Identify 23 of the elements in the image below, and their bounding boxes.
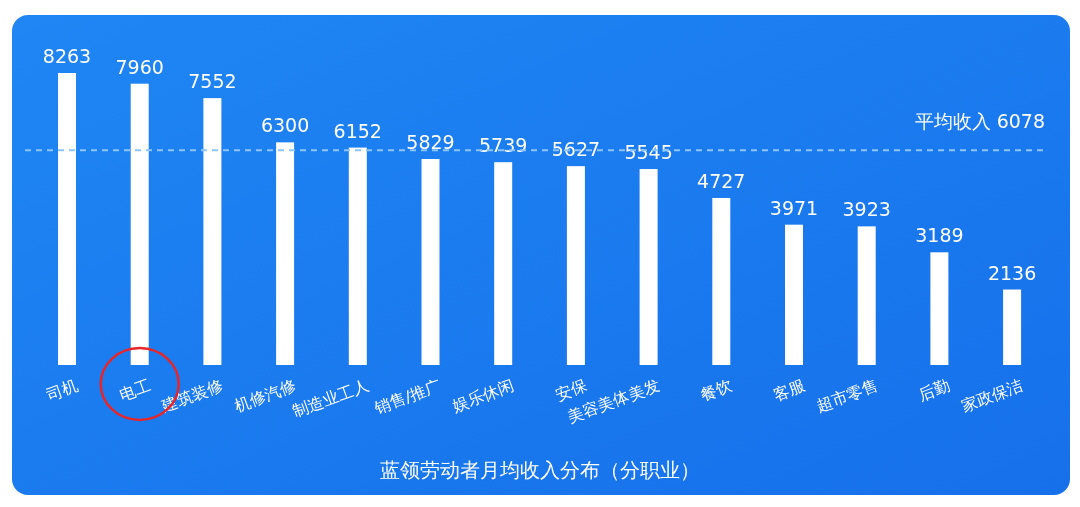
text: 蓝领劳动者月均收入分布（分职业） — [380, 458, 700, 482]
data-label: 7552 — [188, 70, 237, 93]
data-label: 7960 — [115, 55, 164, 78]
x-tick-label: 家政保洁 — [958, 375, 1026, 416]
x-tick-label: 娱乐休闲 — [449, 375, 517, 416]
ref-line-label: 平均收入 6078 — [914, 110, 1045, 133]
x-tick-label: 后勤 — [916, 375, 953, 405]
x-tick-label: 司机 — [43, 375, 81, 405]
data-label: 4727 — [697, 169, 746, 192]
data-label: 6152 — [333, 119, 382, 142]
x-tick-label: 客服 — [770, 375, 808, 405]
data-label: 2136 — [987, 261, 1037, 284]
x-tick-label: 超市零售 — [813, 375, 881, 416]
data-label: 8263 — [42, 45, 92, 67]
data-label: 3923 — [842, 198, 891, 221]
data-label: 3189 — [915, 224, 964, 247]
data-label: 5627 — [551, 138, 601, 161]
x-tick-label: 销售/推广 — [371, 375, 444, 418]
data-label: 6300 — [260, 114, 310, 137]
x-tick-label: 电工 — [116, 375, 154, 405]
data-label: 3971 — [769, 196, 819, 219]
data-label: 5829 — [406, 131, 455, 154]
x-tick-label: 餐饮 — [698, 375, 735, 405]
